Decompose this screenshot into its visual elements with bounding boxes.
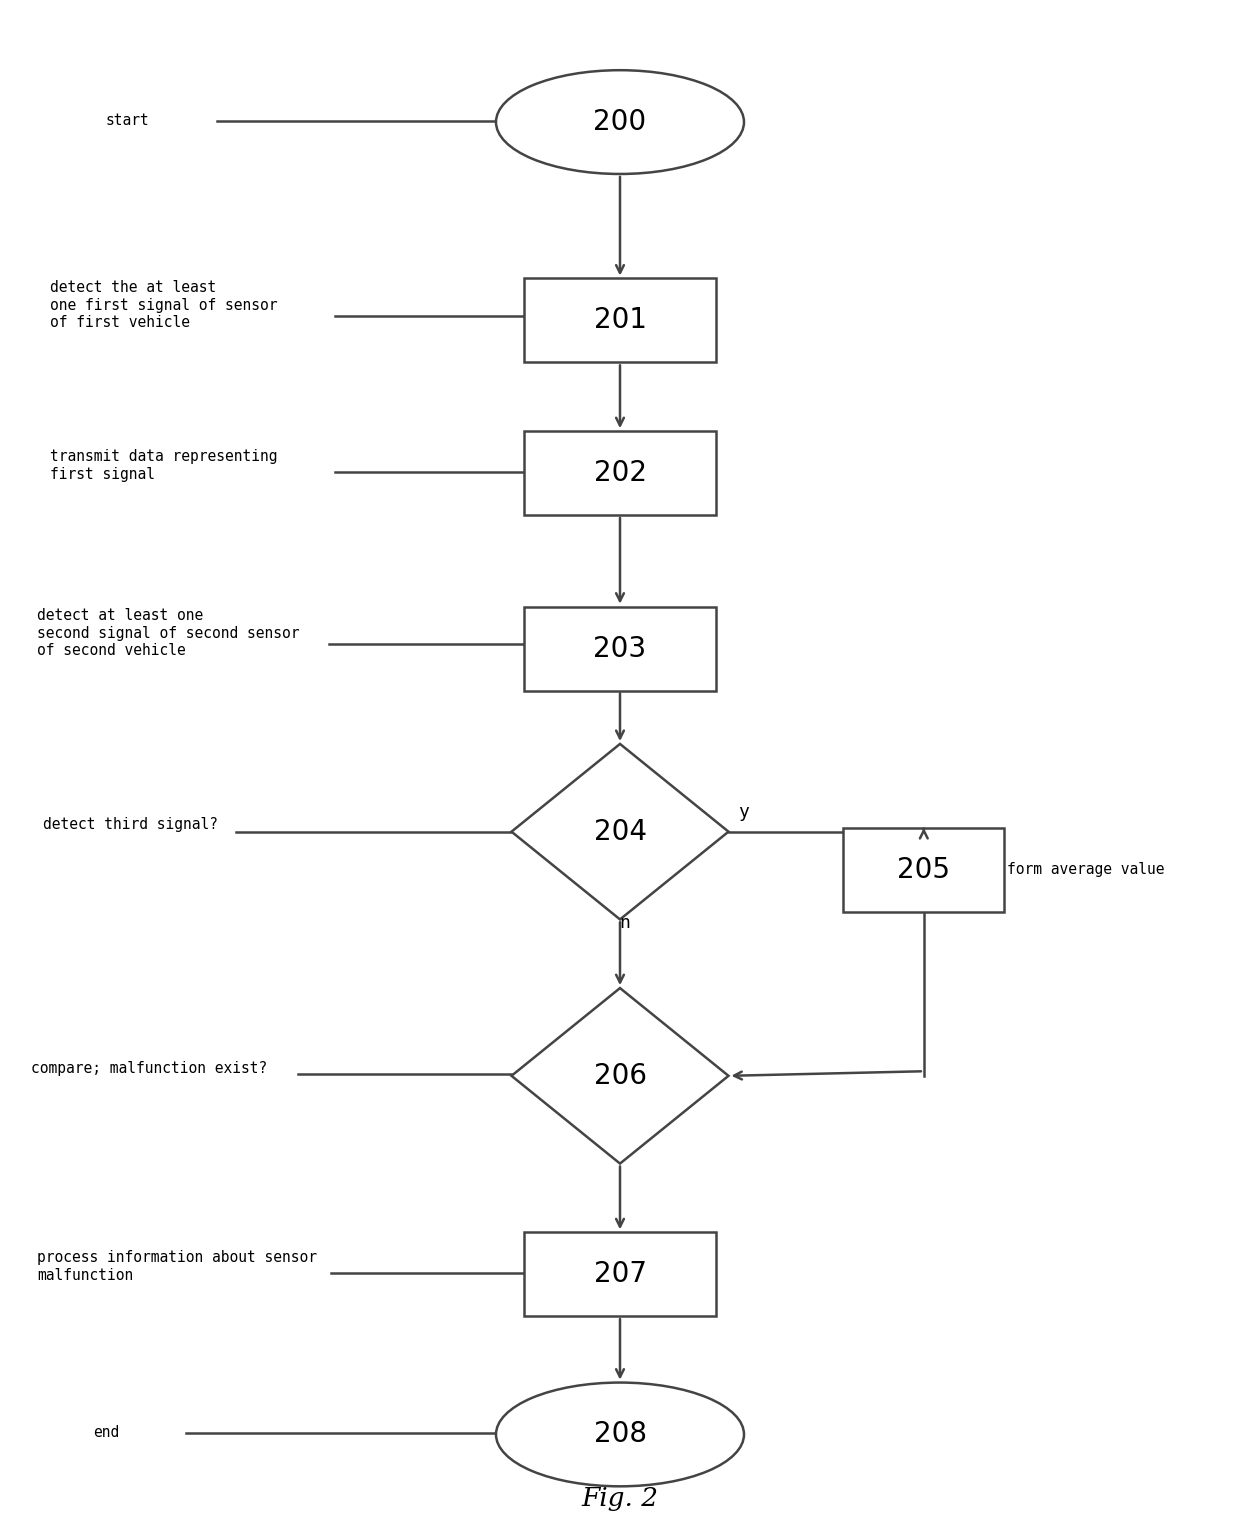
Bar xyxy=(523,279,717,363)
Text: end: end xyxy=(93,1425,119,1441)
Text: 206: 206 xyxy=(594,1062,646,1090)
Polygon shape xyxy=(511,745,729,919)
Text: 201: 201 xyxy=(594,307,646,334)
Bar xyxy=(523,432,717,516)
Ellipse shape xyxy=(496,1383,744,1486)
Bar xyxy=(523,606,717,690)
Text: compare; malfunction exist?: compare; malfunction exist? xyxy=(31,1061,268,1076)
Text: transmit data representing
first signal: transmit data representing first signal xyxy=(50,449,277,482)
Text: detect at least one
second signal of second sensor
of second vehicle: detect at least one second signal of sec… xyxy=(37,609,300,658)
Text: detect third signal?: detect third signal? xyxy=(43,816,218,832)
Text: 203: 203 xyxy=(594,635,646,662)
Text: start: start xyxy=(105,113,149,128)
Bar xyxy=(523,1233,717,1315)
Text: 205: 205 xyxy=(898,856,950,884)
Text: 204: 204 xyxy=(594,818,646,845)
Text: form average value: form average value xyxy=(1007,862,1164,877)
Text: process information about sensor
malfunction: process information about sensor malfunc… xyxy=(37,1250,317,1283)
Text: 208: 208 xyxy=(594,1421,646,1448)
Text: Fig. 2: Fig. 2 xyxy=(582,1486,658,1511)
Text: 200: 200 xyxy=(594,108,646,136)
Text: detect the at least
one first signal of sensor
of first vehicle: detect the at least one first signal of … xyxy=(50,281,277,330)
Bar xyxy=(843,829,1004,913)
Ellipse shape xyxy=(496,70,744,174)
Text: 207: 207 xyxy=(594,1260,646,1288)
Text: y: y xyxy=(739,803,749,821)
Polygon shape xyxy=(511,989,729,1164)
Text: 202: 202 xyxy=(594,459,646,487)
Text: n: n xyxy=(620,914,630,932)
